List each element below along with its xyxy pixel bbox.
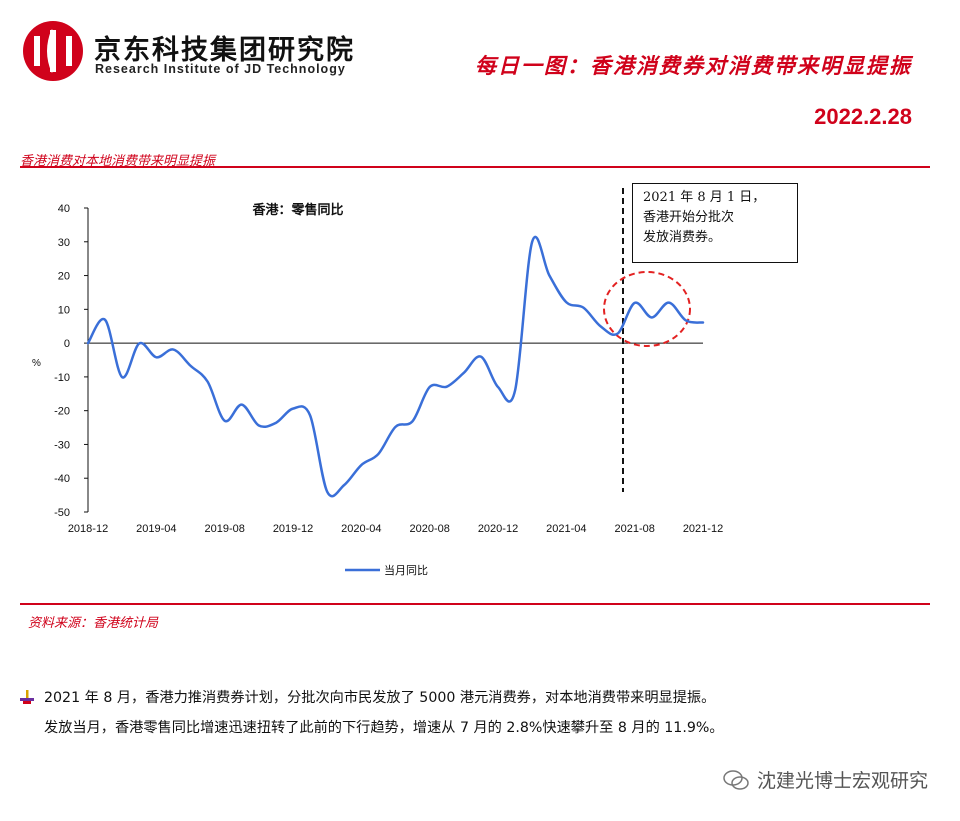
y-axis: 40 30 20 10 0 -10 -20 -30 -40 -50: [54, 203, 89, 519]
legend-label: 当月同比: [384, 563, 428, 577]
jd-logo: [22, 20, 84, 82]
commentary: 2021 年 8 月，香港力推消费券计划，分批次向市民发放了 5000 港元消费…: [20, 684, 940, 744]
y-tick-label: -30: [54, 439, 70, 451]
x-tick-label: 2020-04: [341, 523, 381, 535]
bullet-icon: [20, 690, 34, 710]
y-tick-label: 0: [64, 338, 70, 350]
y-tick-label: 20: [58, 271, 70, 283]
report-date: 2022.2.28: [814, 104, 912, 129]
x-tick-label: 2019-08: [204, 523, 244, 535]
data-source: 资料来源：香港统计局: [28, 616, 159, 631]
highlight-circle: [603, 271, 691, 347]
y-axis-label: %: [32, 358, 41, 369]
y-tick-label: 40: [58, 203, 70, 215]
top-divider: [20, 166, 930, 168]
y-tick-label: 30: [58, 237, 70, 249]
x-axis: 2018-12 2019-04 2019-08 2019-12 2020-04 2020-…: [68, 342, 723, 535]
y-tick-label: -40: [54, 473, 70, 485]
y-tick-label: 10: [58, 304, 70, 316]
series-line: [86, 235, 705, 498]
x-tick-label: 2019-04: [136, 523, 176, 535]
commentary-line-1: 2021 年 8 月，香港力推消费券计划，分批次向市民发放了 5000 港元消费…: [44, 690, 716, 706]
brand-name-cn: 京东科技集团研究院: [94, 35, 355, 66]
annotation-line: 2021 年 8 月 1 日，: [643, 190, 766, 205]
x-tick-label: 2021-04: [546, 523, 586, 535]
brand-name-en: Research Institute of JD Technology: [95, 62, 346, 76]
x-tick-label: 2020-08: [409, 523, 449, 535]
x-tick-label: 2018-12: [68, 523, 108, 535]
x-tick-label: 2021-08: [614, 523, 654, 535]
watermark-text: 沈建光博士宏观研究: [756, 770, 928, 792]
chart-title: 香港：零售同比: [251, 202, 343, 217]
wechat-icon: [723, 769, 749, 790]
page-headline: 每日一图：香港消费券对消费带来明显提振: [475, 53, 912, 78]
x-tick-label: 2019-12: [273, 523, 313, 535]
y-tick-label: -10: [54, 372, 70, 384]
bottom-divider: [20, 603, 930, 605]
x-tick-label: 2021-12: [683, 523, 723, 535]
wechat-watermark: 沈建光博士宏观研究: [723, 766, 928, 793]
jd-logo-icon: [23, 21, 83, 81]
annotation-box: 2021 年 8 月 1 日， 香港开始分批次 发放消费券。: [632, 183, 798, 263]
y-tick-label: -20: [54, 406, 70, 418]
annotation-line: 香港开始分批次: [643, 210, 735, 225]
section-title: 香港消费对本地消费带来明显提振: [20, 154, 216, 169]
annotation-line: 发放消费券。: [643, 230, 722, 245]
x-tick-label: 2020-12: [478, 523, 518, 535]
commentary-line-2: 发放当月，香港零售同比增速迅速扭转了此前的下行趋势，增速从 7 月的 2.8%快…: [44, 720, 724, 736]
y-tick-label: -50: [54, 507, 70, 519]
series-points: [87, 241, 704, 492]
